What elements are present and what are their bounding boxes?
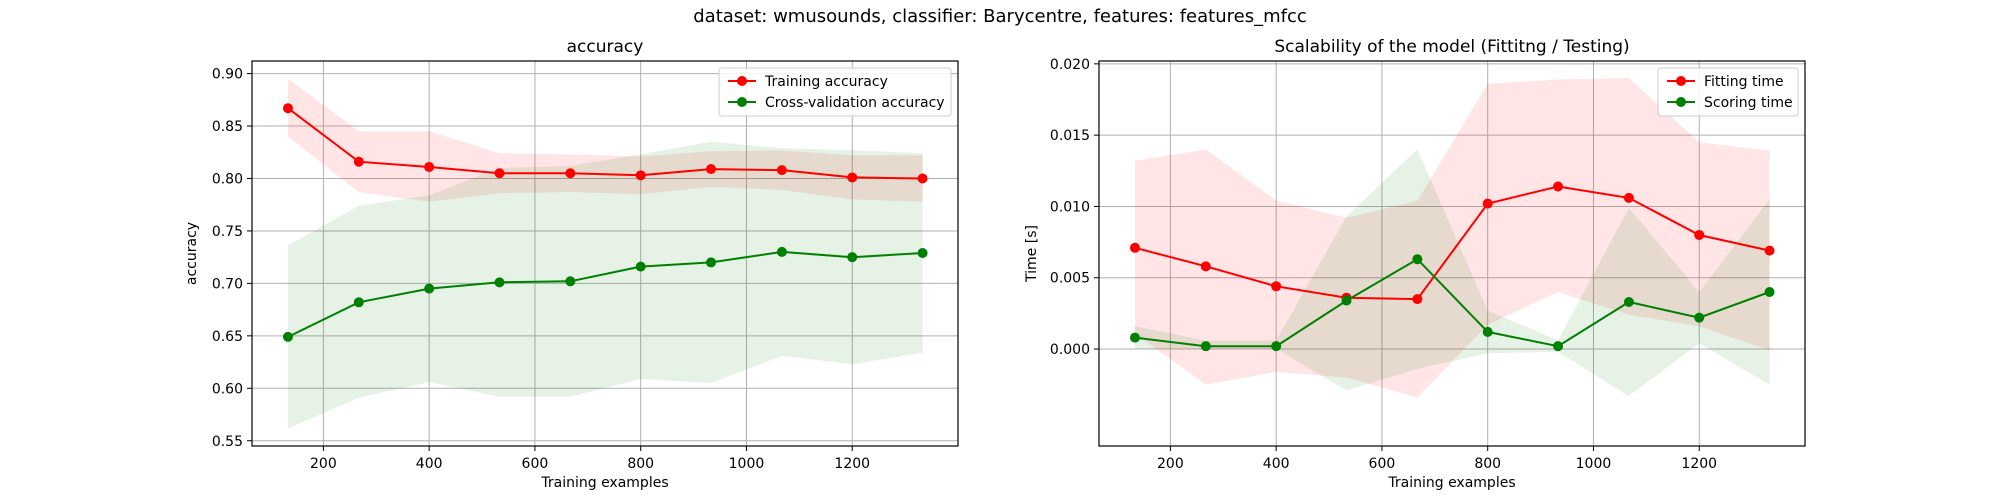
chart1-y-tick-label: 0.80 — [212, 171, 243, 187]
chart1-legend-label: Training accuracy — [764, 74, 888, 90]
chart2-series-line-1 — [1134, 185, 1770, 301]
chart1-legend-marker — [737, 76, 747, 86]
chart2-x-tick-label: 200 — [1157, 456, 1184, 472]
chart2-y-tick-label: 0.015 — [1050, 128, 1090, 144]
chart2-series-2-point — [1694, 312, 1705, 323]
chart1-band-1 — [288, 78, 923, 202]
chart1-y-tick-label: 0.85 — [212, 119, 243, 135]
chart1-title: accuracy — [567, 37, 644, 57]
figure-suptitle: dataset: wmusounds, classifier: Barycent… — [693, 6, 1307, 27]
chart2-series-1-point — [1764, 245, 1775, 256]
chart1-series-2-point — [565, 276, 576, 287]
chart1-series-1-point — [776, 165, 787, 176]
chart1-y-axis-label: accuracy — [184, 222, 200, 285]
chart2-series-2-point — [1271, 341, 1282, 352]
chart2-y-tick-label: 0.000 — [1050, 342, 1090, 358]
chart2-series-1-point — [1271, 281, 1282, 292]
chart2-x-tick-label: 600 — [1369, 456, 1396, 472]
chart1-axes-frame — [251, 60, 959, 447]
chart1: 200 400 600 800 1000 1200 0.55 0.60 0.65 0.70 0.75… — [184, 37, 959, 491]
chart2-y-tick-label: 0.010 — [1050, 199, 1090, 215]
chart1-y-tick-label: 0.65 — [212, 329, 243, 345]
chart1-y-tick-label: 0.60 — [212, 381, 243, 397]
chart2-x-axis-label: Training examples — [1387, 475, 1515, 491]
chart1-series-1-point — [635, 170, 646, 181]
chart2-legend-label: Scoring time — [1704, 95, 1793, 111]
chart1-series-1-point — [847, 172, 858, 183]
chart1-series-1-point — [424, 161, 435, 172]
chart1-y-tick-label: 0.70 — [212, 276, 243, 292]
chart1-legend-marker — [737, 97, 747, 107]
chart2-series-1-point — [1553, 181, 1564, 192]
chart2-series-2-point — [1623, 296, 1634, 307]
chart1-x-tick-label: 400 — [416, 456, 443, 472]
chart1-plot-area — [252, 61, 958, 446]
chart2-series-1-point — [1129, 242, 1140, 253]
chart2-x-tick-label: 800 — [1474, 456, 1501, 472]
chart2-series-line-2 — [1134, 257, 1770, 348]
chart1-x-tick-label: 600 — [522, 456, 549, 472]
chart2-series-2-point — [1482, 326, 1493, 337]
chart2-y-tick-label: 0.020 — [1050, 57, 1090, 73]
chart2-band-1 — [1135, 78, 1770, 398]
chart1-series-2-point — [635, 261, 646, 272]
chart2-series-1-point — [1694, 229, 1705, 240]
chart2-title: Scalability of the model (Fittitng / Tes… — [1274, 37, 1629, 57]
chart1-series-1-point — [282, 103, 293, 114]
chart2-series-2-point — [1412, 254, 1423, 265]
chart1-series-1-point — [917, 173, 928, 184]
chart2-series-1-point — [1200, 261, 1211, 272]
chart1-series-2-point — [776, 246, 787, 257]
chart1-series-line-2 — [287, 250, 923, 338]
chart1-series-2-point — [424, 283, 435, 294]
chart2-series-2-point — [1553, 341, 1564, 352]
chart2: 200 400 600 800 1000 1200 0.000 0.005 0.010 0.015… — [1024, 37, 1806, 491]
chart1-series-1-point — [706, 164, 717, 175]
chart2-series-1-point — [1623, 192, 1634, 203]
chart2-series-1-point — [1412, 294, 1423, 305]
chart2-axes-frame — [1098, 60, 1806, 447]
chart1-x-tick-label: 1000 — [729, 456, 765, 472]
chart1-series-1-point — [353, 156, 364, 167]
chart1-series-2-point — [494, 277, 505, 288]
chart1-series-2-point — [353, 297, 364, 308]
chart1-x-tick-label: 1200 — [834, 456, 870, 472]
chart1-series-2-point — [917, 247, 928, 258]
chart1-legend-box — [718, 67, 952, 117]
chart1-band-2 — [288, 141, 923, 429]
chart2-y-axis-label: Time [s] — [1024, 225, 1040, 283]
chart1-y-tick-label: 0.75 — [212, 224, 243, 240]
chart1-x-tick-label: 200 — [310, 456, 337, 472]
chart1-series-2-point — [706, 257, 717, 268]
chart2-series-2-point — [1200, 341, 1211, 352]
chart2-series-2-point — [1129, 332, 1140, 343]
chart2-series-2-point — [1764, 287, 1775, 297]
chart2-x-tick-label: 1000 — [1576, 456, 1612, 472]
chart1-series-1-point — [565, 168, 576, 179]
chart1-series-1-point — [494, 168, 505, 179]
chart1-x-axis-label: Training examples — [540, 475, 668, 491]
chart1-x-tick-label: 800 — [627, 456, 654, 472]
chart2-series-2-point — [1341, 295, 1352, 306]
chart1-y-tick-label: 0.55 — [212, 434, 243, 450]
chart1-series-2-point — [847, 252, 858, 263]
chart1-y-tick-label: 0.90 — [212, 67, 243, 83]
chart1-legend-label: Cross-validation accuracy — [765, 95, 945, 111]
chart2-legend-marker — [1676, 97, 1686, 107]
chart1-legend: Training accuracy Cross-validation accura… — [718, 67, 952, 117]
chart1-series-line-1 — [287, 107, 923, 180]
chart2-legend: Fitting time Scoring time — [1657, 67, 1799, 117]
chart2-x-tick-label: 400 — [1263, 456, 1290, 472]
chart2-legend-label: Fitting time — [1704, 74, 1784, 90]
chart2-y-tick-label: 0.005 — [1050, 271, 1090, 287]
chart2-x-tick-label: 1200 — [1681, 456, 1717, 472]
chart1-series-2-point — [282, 331, 293, 342]
chart2-series-1-point — [1482, 198, 1493, 209]
chart2-legend-marker — [1676, 76, 1686, 86]
